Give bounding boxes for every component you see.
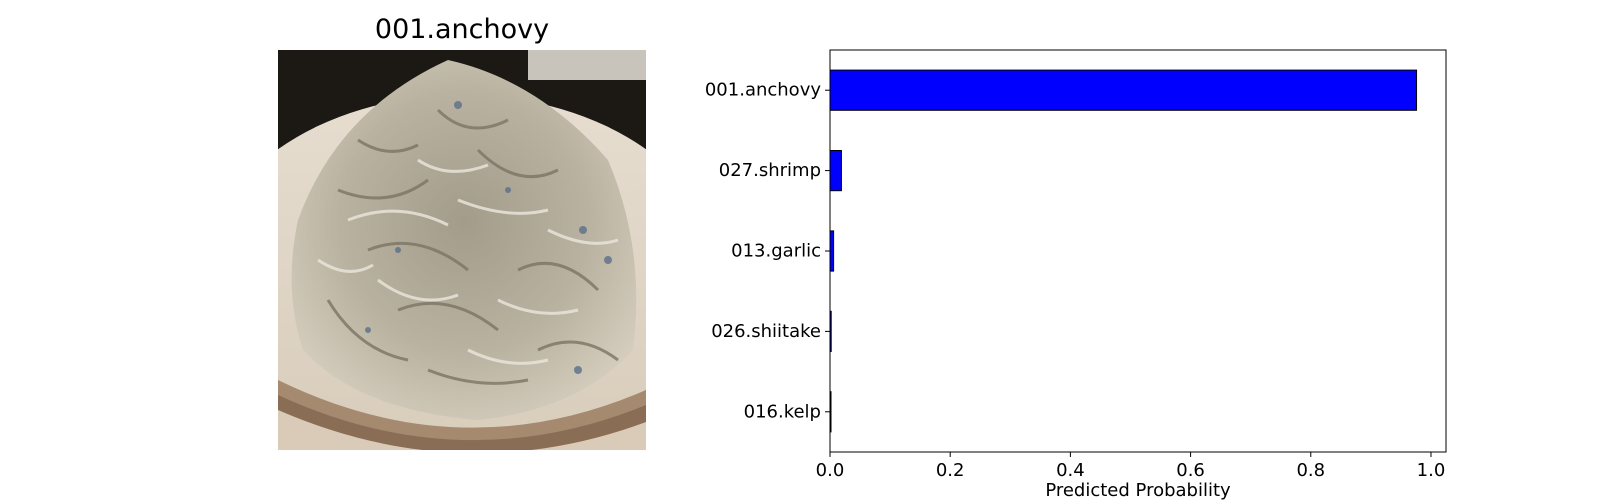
x-axis-label: Predicted Probability — [1045, 480, 1231, 500]
bar-013-garlic — [829, 230, 835, 272]
y-tick-label: 001.anchovy — [705, 80, 821, 101]
y-tick-label: 026.shiitake — [711, 321, 821, 342]
x-tick-label: 0.2 — [936, 460, 965, 481]
y-tick-label: 013.garlic — [731, 241, 821, 262]
bar-001-anchovy — [829, 69, 1418, 111]
x-tick-label: 0.0 — [816, 460, 845, 481]
x-tick-label: 1.0 — [1417, 460, 1446, 481]
bar-027-shrimp — [829, 150, 842, 192]
y-tick-label: 027.shrimp — [719, 160, 821, 181]
image-title: 001.anchovy — [374, 14, 550, 45]
y-tick-label: 016.kelp — [744, 401, 821, 422]
dried-anchovies-photo — [278, 50, 646, 450]
x-tick-label: 0.4 — [1056, 460, 1085, 481]
x-tick-label: 0.6 — [1176, 460, 1205, 481]
x-tick-label: 0.8 — [1296, 460, 1325, 481]
